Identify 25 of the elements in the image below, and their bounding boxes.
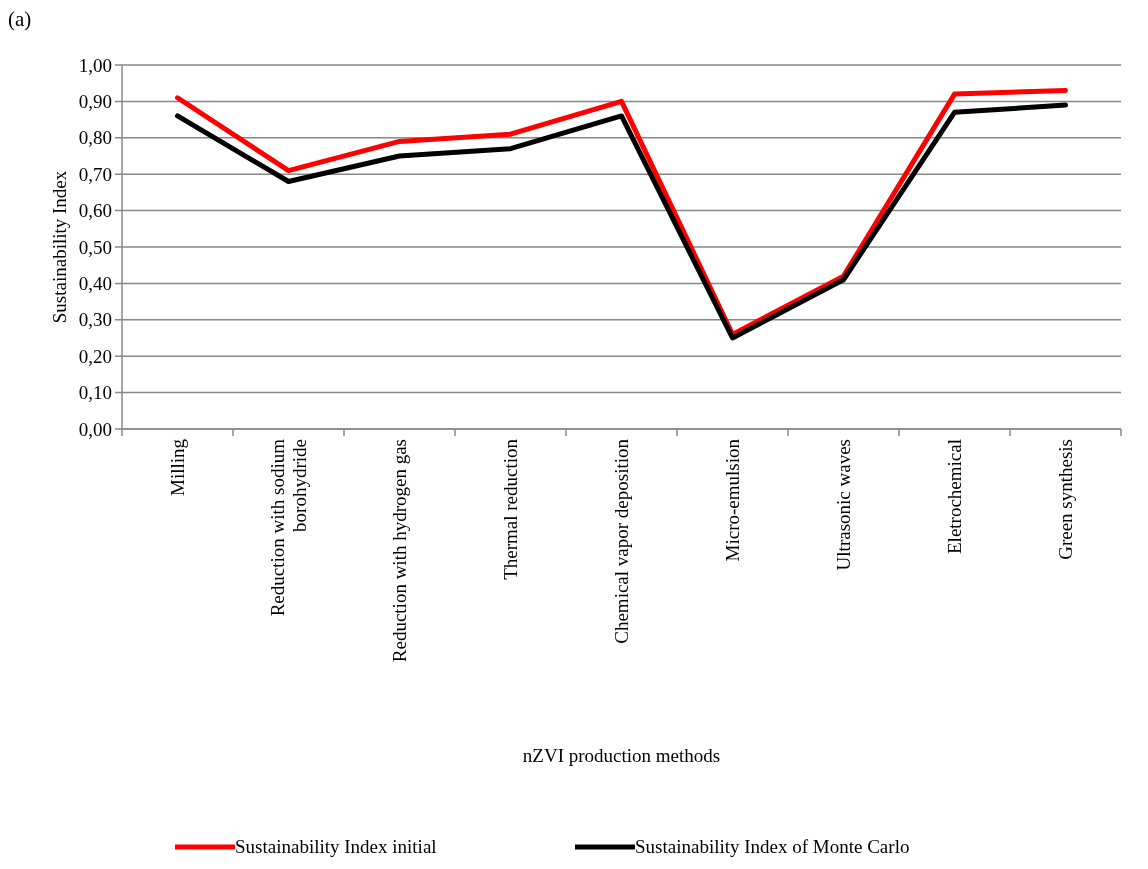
- x-tick-label: Milling: [167, 438, 189, 497]
- y-tick-label: 0,00: [78, 418, 112, 440]
- y-tick-label: 1,00: [78, 54, 112, 76]
- x-tick-label: Thermal reduction: [500, 438, 522, 580]
- chart-title: (a): [8, 7, 32, 31]
- x-tick-label: Micro-emulsion: [722, 438, 744, 562]
- y-tick-label: 0,10: [78, 382, 112, 404]
- y-tick-label: 0,30: [78, 309, 112, 331]
- x-axis-title: nZVI production methods: [522, 745, 721, 766]
- x-tick-label: Reduction with hydrogen gas: [389, 439, 411, 663]
- legend-label: Sustainability Index of Monte Carlo: [635, 836, 910, 857]
- y-tick-label: 0,40: [78, 273, 112, 295]
- y-tick-label: 0,20: [78, 345, 112, 367]
- y-axis-title: Sustainability Index: [49, 170, 70, 324]
- y-tick-label: 0,50: [78, 236, 112, 258]
- y-tick-label: 0,90: [78, 91, 112, 113]
- x-tick-label: Chemical vapor deposition: [611, 438, 633, 644]
- x-tick-label: Ultrasonic waves: [833, 439, 855, 571]
- x-tick-label: Green synthesis: [1055, 439, 1077, 560]
- y-tick-label: 0,60: [78, 200, 112, 222]
- legend-label: Sustainability Index initial: [235, 836, 437, 857]
- x-tick-label: Eletrochemical: [944, 439, 966, 554]
- y-tick-label: 0,80: [78, 127, 112, 149]
- x-tick-label: Reduction with sodium borohydride: [267, 438, 311, 617]
- y-tick-label: 0,70: [78, 163, 112, 185]
